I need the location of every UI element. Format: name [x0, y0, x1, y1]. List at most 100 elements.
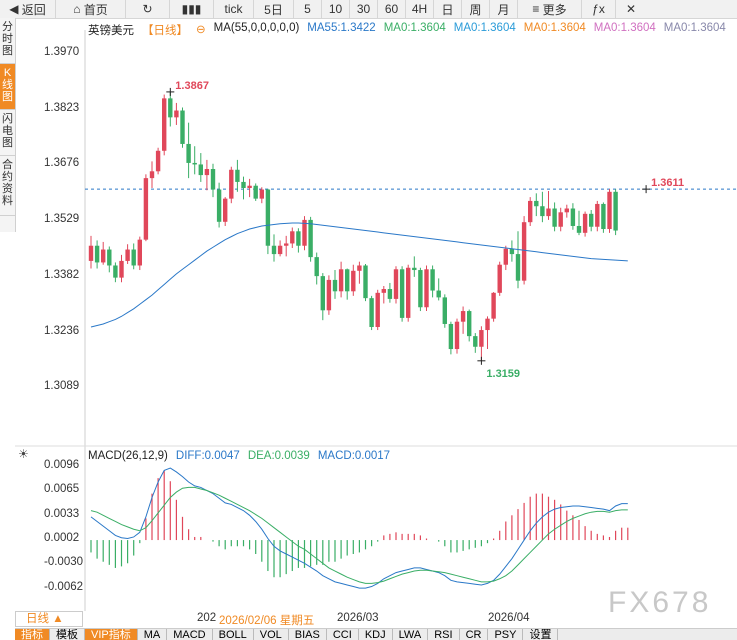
macd-label: MACD(26,12,9)	[88, 450, 168, 462]
candle-up	[521, 222, 527, 281]
more-button[interactable]: ≡ 更多	[518, 0, 582, 18]
refresh-button[interactable]: ↻	[126, 0, 170, 18]
candle-up	[424, 269, 429, 308]
date-axis: 日线 ▲ 202 2026/02/06 星期五 2026/03 2026/04	[15, 611, 737, 627]
candle-down	[296, 231, 301, 246]
period-label[interactable]: 【日线】	[142, 25, 188, 37]
candle-down	[107, 249, 112, 266]
close-button[interactable]: ✕	[616, 0, 646, 18]
period-10min[interactable]: 10	[322, 0, 350, 18]
candle-up	[595, 203, 600, 227]
formula-button[interactable]: ƒx	[582, 0, 616, 18]
candle-down	[436, 290, 441, 298]
period-60min[interactable]: 60	[378, 0, 406, 18]
indicator-tab[interactable]: CR	[460, 629, 489, 640]
period-5day[interactable]: 5日	[254, 0, 294, 18]
candle-up	[582, 213, 588, 233]
candle-down	[430, 269, 435, 291]
macd-tick-label: 0.0002	[44, 531, 80, 544]
candle-down	[540, 206, 545, 217]
indicator-tab[interactable]: 模板	[50, 629, 85, 640]
indicator-tab[interactable]: CCI	[327, 629, 359, 640]
candle-up	[503, 248, 508, 265]
macd-tick-label: -0.0030	[44, 556, 84, 569]
period-selector[interactable]: 日线 ▲	[15, 611, 83, 627]
candle-down	[448, 323, 454, 350]
period-4h[interactable]: 4H	[406, 0, 434, 18]
candle-up	[454, 321, 460, 350]
indicator-tab[interactable]: VOL	[254, 629, 289, 640]
candle-down	[613, 191, 618, 231]
price-tick-label: 1.3676	[44, 157, 80, 170]
sidebar-item-timeshare[interactable]: 分时图	[0, 18, 15, 64]
candle-down	[180, 110, 185, 144]
home-button[interactable]: ⌂ 首页	[56, 0, 126, 18]
macd-tick-label: 0.0065	[44, 482, 80, 495]
period-30min[interactable]: 30	[350, 0, 378, 18]
settings-icon[interactable]: ☀	[18, 447, 29, 461]
period-5min[interactable]: 5	[294, 0, 322, 18]
candle-down	[363, 265, 368, 299]
date-label-1: 202	[197, 612, 217, 624]
indicator-tab[interactable]: 设置	[523, 629, 559, 640]
candle-up	[607, 191, 612, 230]
candle-down	[131, 249, 136, 266]
ma55-value: MA55:1.3422	[307, 22, 376, 34]
indicator-tab[interactable]: RSI	[428, 629, 460, 640]
bar-chart-icon: ▮▮▮	[181, 2, 202, 16]
ma-params[interactable]: MA(55,0,0,0,0,0)	[213, 22, 300, 34]
candle-up	[229, 169, 234, 199]
sidebar-item-flash[interactable]: 闪电图	[0, 110, 15, 156]
period-month[interactable]: 月	[490, 0, 518, 18]
indicator-tab[interactable]: BIAS	[289, 629, 327, 640]
candle-up	[302, 219, 307, 246]
period-day[interactable]: 日	[434, 0, 462, 18]
indicator-tab[interactable]: VIP指标	[85, 629, 138, 640]
ma0-value-3: MA0:1.3604	[523, 22, 586, 34]
candle-down	[94, 245, 100, 263]
candle-up	[351, 270, 356, 292]
indicator-tab[interactable]: MACD	[167, 629, 213, 640]
symbol-name: 英镑美元	[88, 25, 134, 37]
candle-down	[399, 269, 405, 318]
candle-down	[570, 208, 576, 226]
indicator-tab[interactable]: KDJ	[359, 629, 393, 640]
candle-down	[467, 311, 472, 337]
macd-legend: MACD(26,12,9) DIFF:0.0047 DEA:0.0039 MAC…	[88, 450, 390, 462]
candle-up	[357, 265, 362, 271]
candle-down	[412, 267, 417, 271]
diff-value: DIFF:0.0047	[175, 450, 240, 462]
period-tick[interactable]: tick	[214, 0, 254, 18]
price-tick-label: 1.3236	[44, 324, 80, 337]
price-tick-label: 1.3970	[44, 45, 80, 58]
candle-up	[162, 98, 167, 151]
candle-up	[497, 264, 502, 293]
candle-down	[186, 143, 191, 163]
toggle-icon[interactable]: ⊖	[196, 24, 206, 36]
back-button[interactable]: ◀ 返回	[0, 0, 56, 18]
extreme-label: 1.3611	[651, 177, 684, 189]
watermark: FX678	[608, 586, 712, 619]
candle-down	[345, 269, 350, 292]
indicator-tab[interactable]: MA	[138, 629, 168, 640]
indicator-tab[interactable]: PSY	[488, 629, 524, 640]
sidebar-item-contract-info[interactable]: 合约资料	[0, 156, 15, 216]
period-week[interactable]: 周	[462, 0, 490, 18]
candle-up	[546, 208, 551, 217]
chart-type-button[interactable]: ▮▮▮	[170, 0, 214, 18]
candle-up	[491, 292, 496, 319]
candle-down	[473, 336, 478, 347]
indicator-tab[interactable]: 指标	[15, 629, 50, 640]
refresh-icon: ↻	[142, 2, 153, 16]
dea-line	[90, 486, 628, 584]
macd-tick-label: 0.0096	[44, 458, 80, 471]
sidebar-item-kline[interactable]: K线图	[0, 64, 15, 110]
indicator-tab[interactable]: BOLL	[213, 629, 254, 640]
candle-down	[308, 219, 313, 258]
candle-down	[369, 298, 374, 328]
candle-up	[284, 243, 289, 246]
indicator-tab[interactable]: LWA	[393, 629, 429, 640]
candle-up	[174, 110, 179, 118]
diff-line	[90, 467, 628, 589]
